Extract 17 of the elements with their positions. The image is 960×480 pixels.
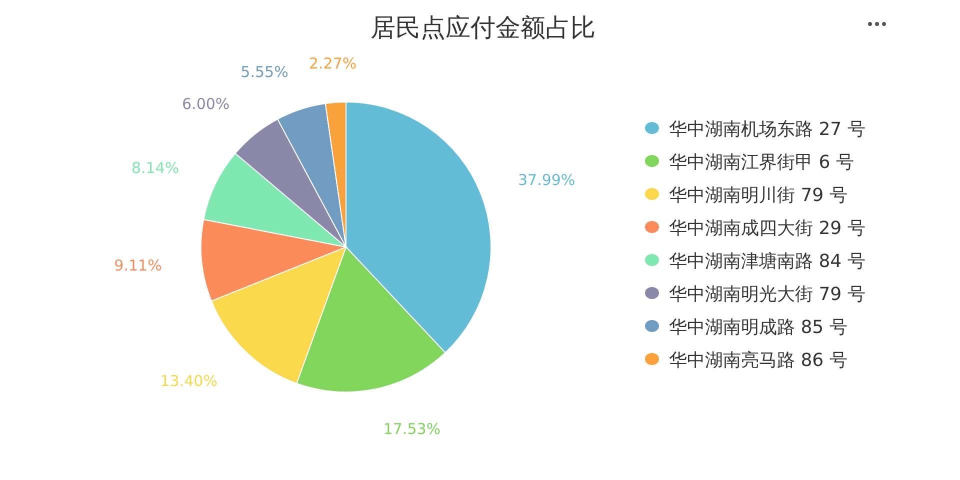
data-label: 37.99% xyxy=(518,170,576,189)
data-label: 8.14% xyxy=(131,159,180,178)
chart-title: 居民点应付金额占比 xyxy=(370,13,596,42)
data-label: 9.11% xyxy=(114,256,162,275)
legend-label: 华中湖南明光大街 79 号 xyxy=(669,284,866,305)
data-label: 17.53% xyxy=(383,420,441,438)
data-label: 5.55% xyxy=(240,63,288,82)
data-label: 13.40% xyxy=(160,372,218,390)
legend-label: 华中湖南津塘南路 84 号 xyxy=(669,251,866,272)
data-label: 6.00% xyxy=(182,95,230,114)
legend-label: 华中湖南成四大街 29 号 xyxy=(669,218,866,239)
legend-label: 华中湖南江界街甲 6 号 xyxy=(669,152,854,173)
legend-label: 华中湖南亮马路 86 号 xyxy=(669,350,848,371)
data-label: 2.27% xyxy=(308,54,357,72)
legend-label: 华中湖南机场东路 27 号 xyxy=(669,119,866,140)
legend-label: 华中湖南明成路 85 号 xyxy=(669,317,848,338)
legend-label: 华中湖南明川街 79 号 xyxy=(669,185,848,206)
